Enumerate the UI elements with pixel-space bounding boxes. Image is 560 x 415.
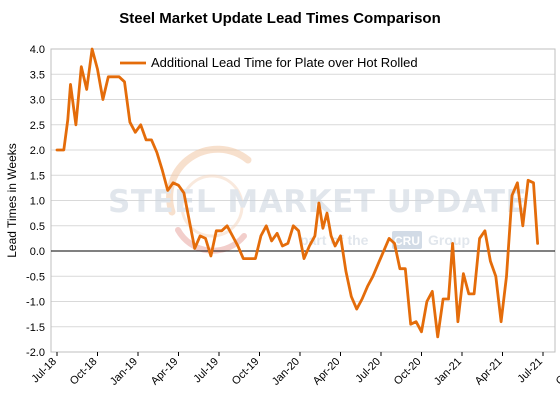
x-tick-label: Jul-18: [29, 356, 59, 386]
x-tick-label: Apr-19: [149, 356, 181, 388]
x-tick-label: Oct-21: [554, 356, 560, 388]
watermark-badge-text: CRU: [394, 234, 420, 248]
y-tick-label: 4.0: [30, 44, 45, 56]
y-tick-label: -0.5: [26, 271, 45, 283]
x-tick-label: Jan-20: [270, 356, 302, 388]
y-tick-label: -2.0: [26, 347, 45, 359]
y-tick-label: 2.5: [30, 120, 45, 132]
watermark-sub-text: Group: [428, 232, 470, 248]
watermark-swirl-ring: [180, 174, 244, 238]
y-tick-label: 0.0: [30, 246, 45, 258]
x-tick-label: Jul-20: [353, 356, 383, 386]
x-tick-label: Jan-19: [108, 356, 140, 388]
y-tick-label: 3.5: [30, 69, 45, 81]
chart-title: Steel Market Update Lead Times Compariso…: [119, 10, 441, 27]
watermark-sub-text: part of the: [300, 232, 369, 248]
y-tick-label: -1.5: [26, 322, 45, 334]
x-tick-label: Jul-21: [515, 356, 545, 386]
x-tick-label: Jul-19: [191, 356, 221, 386]
x-tick-label: Oct-18: [68, 356, 100, 388]
x-tick-label: Apr-20: [311, 356, 343, 388]
watermark-badge: [392, 231, 422, 249]
x-tick-label: Oct-20: [392, 356, 424, 388]
y-tick-label: 1.0: [30, 196, 45, 208]
y-tick-label: 0.5: [30, 221, 45, 233]
series-line: [55, 47, 539, 339]
y-tick-label: -1.0: [26, 297, 45, 309]
y-tick-label: 2.0: [30, 145, 45, 157]
x-tick-label: Apr-21: [473, 356, 505, 388]
x-tick-label: Oct-19: [230, 356, 262, 388]
watermark-swirl-arc: [166, 145, 252, 216]
y-axis-label: Lead Times in Weeks: [5, 143, 19, 258]
y-tick-label: 3.0: [30, 95, 45, 107]
x-tick-label: Jan-21: [432, 356, 464, 388]
y-tick-label: 1.5: [30, 170, 45, 182]
plot-border: [50, 48, 556, 353]
legend-label: Additional Lead Time for Plate over Hot …: [151, 55, 418, 70]
